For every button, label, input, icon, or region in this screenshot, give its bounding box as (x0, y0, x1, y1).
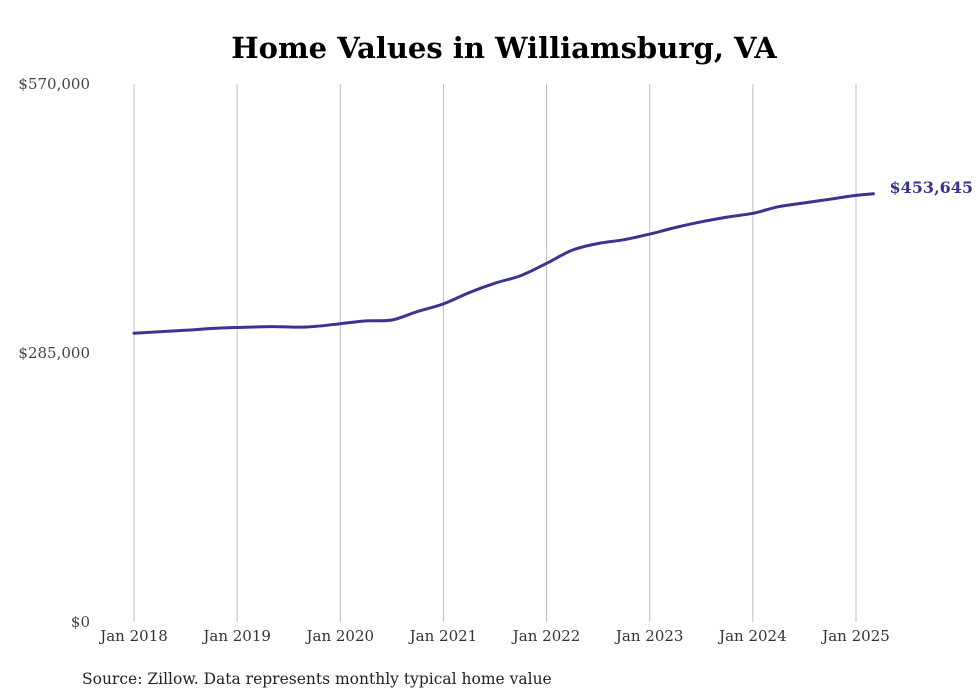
x-tick-label: Jan 2022 (511, 627, 581, 645)
end-value-label: $453,645 (890, 178, 974, 197)
x-tick-label: Jan 2020 (305, 627, 375, 645)
x-tick-label: Jan 2019 (201, 627, 271, 645)
y-axis-ticks: $0 $285,000 $570,000 (18, 75, 90, 631)
x-axis-ticks: Jan 2018 Jan 2019 Jan 2020 Jan 2021 Jan 2022… (98, 627, 890, 645)
series-line (132, 192, 875, 335)
x-tick-label: Jan 2018 (98, 627, 168, 645)
x-tick-label: Jan 2023 (614, 627, 684, 645)
y-tick-label: $570,000 (18, 75, 90, 93)
y-tick-label: $0 (71, 613, 90, 631)
chart-title: Home Values in Williamsburg, VA (231, 31, 777, 65)
source-note: Source: Zillow. Data represents monthly … (82, 670, 552, 688)
x-tick-label: Jan 2024 (717, 627, 787, 645)
gridlines (133, 84, 857, 622)
y-tick-label: $285,000 (18, 344, 90, 362)
x-tick-label: Jan 2025 (820, 627, 890, 645)
series-layer: $453,645 (132, 178, 974, 335)
x-tick-label: Jan 2021 (408, 627, 478, 645)
